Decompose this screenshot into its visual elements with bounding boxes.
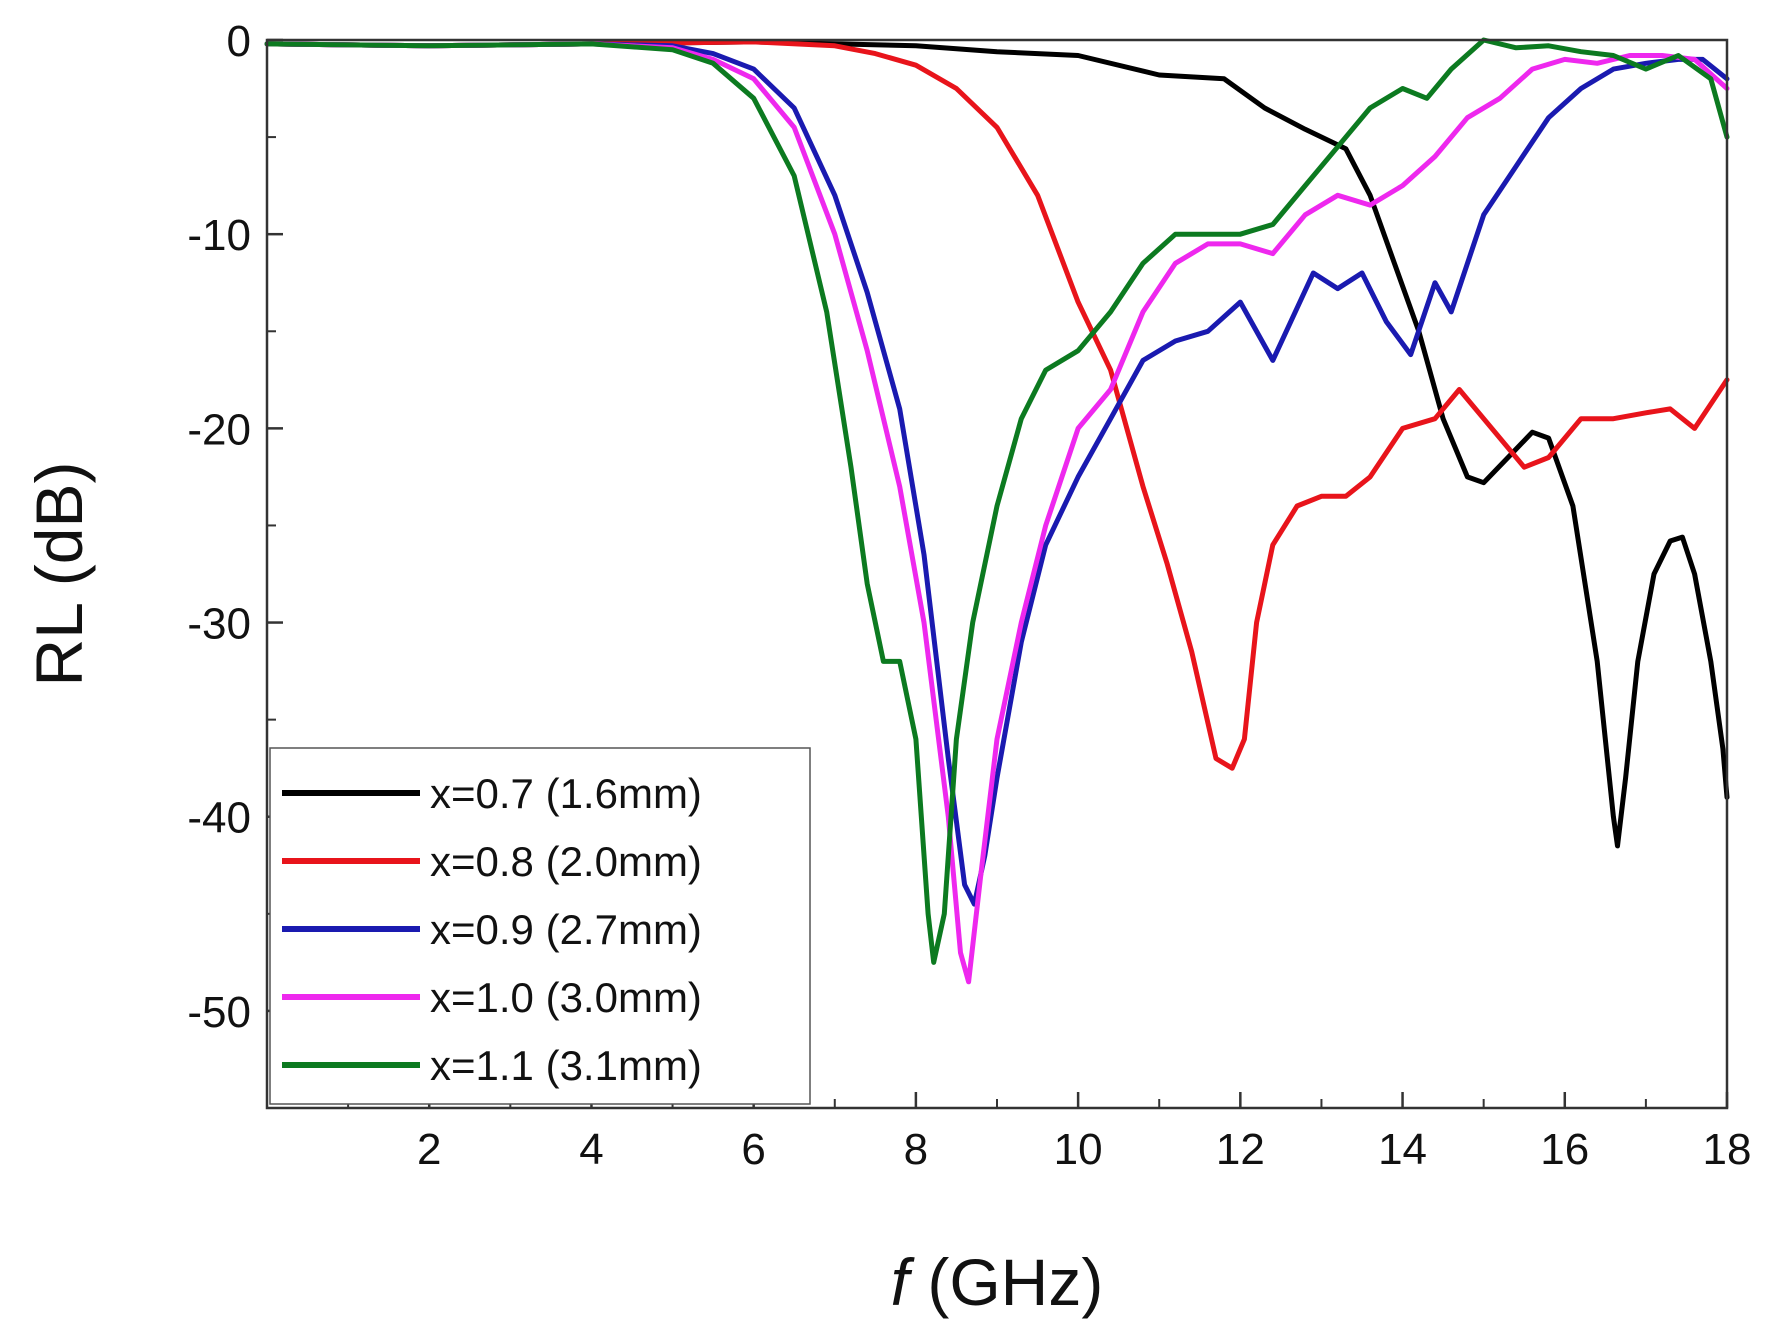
series-line-2: [264, 39, 1730, 771]
x-tick-label: 12: [1216, 1125, 1265, 1174]
legend-label: x=0.7 (1.6mm): [430, 770, 702, 817]
series-line-5: [264, 37, 1730, 965]
series-layer: [264, 37, 1730, 985]
legend-label: x=0.9 (2.7mm): [430, 906, 702, 953]
x-axis-title-unit: (GHz): [909, 1245, 1103, 1319]
x-tick-label: 10: [1054, 1125, 1103, 1174]
x-tick-label: 4: [579, 1125, 603, 1174]
x-tick-label: 18: [1703, 1125, 1752, 1174]
series-line-1: [264, 39, 1730, 849]
y-tick-label: -10: [187, 211, 251, 260]
y-tick-label: -20: [187, 405, 251, 454]
y-axis-title: RL (dB): [22, 462, 96, 687]
legend-label: x=1.1 (3.1mm): [430, 1042, 702, 1089]
series-line-4: [264, 41, 1730, 985]
x-axis-title: f (GHz): [891, 1245, 1104, 1319]
y-tick-label: -30: [187, 600, 251, 649]
series-line-3: [264, 41, 1730, 907]
legend-label: x=1.0 (3.0mm): [430, 974, 702, 1021]
legend: x=0.7 (1.6mm) x=0.8 (2.0mm) x=0.9 (2.7mm) x…: [269, 747, 811, 1105]
y-axis-ticks: 0 -10 -20 -30 -40 -50: [187, 17, 283, 1037]
x-tick-label: 6: [741, 1125, 765, 1174]
x-tick-label: 8: [904, 1125, 928, 1174]
y-tick-label: -50: [187, 988, 251, 1037]
legend-label: x=0.8 (2.0mm): [430, 838, 702, 885]
x-tick-label: 14: [1378, 1125, 1427, 1174]
y-tick-label: 0: [227, 17, 251, 66]
y-tick-label: -40: [187, 794, 251, 843]
x-tick-label: 16: [1540, 1125, 1589, 1174]
x-tick-label: 2: [417, 1125, 441, 1174]
